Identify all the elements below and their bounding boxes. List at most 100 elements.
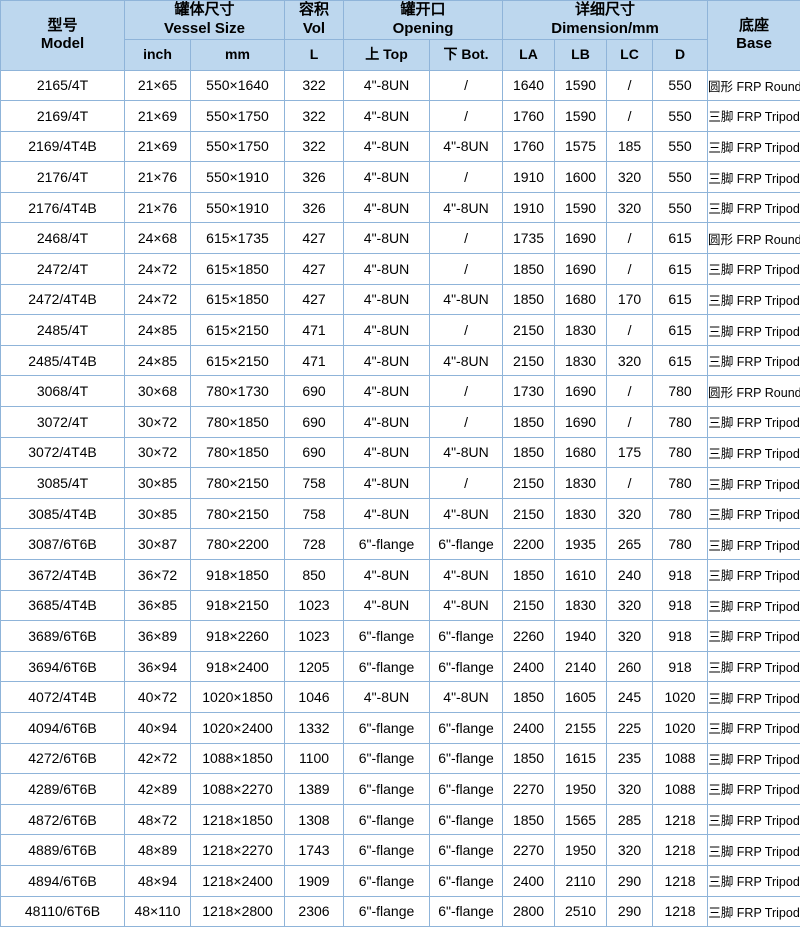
- cell-inch: 40×94: [125, 712, 191, 743]
- cell-d: 1088: [653, 774, 708, 805]
- cell-lb: 1830: [555, 468, 607, 499]
- cell-inch: 24×85: [125, 315, 191, 346]
- cell-lb: 1830: [555, 590, 607, 621]
- header-volume: 容积 Vol: [285, 1, 344, 40]
- cell-lc: /: [607, 101, 653, 132]
- header-opening: 罐开口 Opening: [344, 1, 503, 40]
- cell-la: 1850: [503, 284, 555, 315]
- cell-base: 三脚 FRP Tripod: [708, 315, 800, 346]
- cell-base: 三脚 FRP Tripod: [708, 162, 800, 193]
- cell-base: 三脚 FRP Tripod: [708, 896, 800, 927]
- cell-vol: 427: [285, 223, 344, 254]
- cell-vol: 1023: [285, 590, 344, 621]
- cell-lb: 2155: [555, 712, 607, 743]
- cell-vol: 326: [285, 192, 344, 223]
- cell-bot: /: [430, 101, 503, 132]
- cell-mm: 780×1850: [191, 437, 285, 468]
- cell-lb: 1940: [555, 621, 607, 652]
- cell-vol: 850: [285, 560, 344, 591]
- header-volume-en: Vol: [285, 20, 343, 39]
- cell-lc: 320: [607, 498, 653, 529]
- cell-lc: /: [607, 468, 653, 499]
- cell-mm: 550×1910: [191, 162, 285, 193]
- cell-model: 2472/4T4B: [1, 284, 125, 315]
- cell-model: 3685/4T4B: [1, 590, 125, 621]
- cell-mm: 1218×2400: [191, 865, 285, 896]
- cell-bot: 6"-flange: [430, 804, 503, 835]
- cell-inch: 24×72: [125, 254, 191, 285]
- cell-bot: /: [430, 407, 503, 438]
- cell-top: 4"-8UN: [344, 254, 430, 285]
- header-base-en: Base: [708, 35, 800, 54]
- cell-inch: 42×89: [125, 774, 191, 805]
- cell-vol: 471: [285, 345, 344, 376]
- cell-la: 2150: [503, 498, 555, 529]
- cell-vol: 690: [285, 376, 344, 407]
- cell-d: 1088: [653, 743, 708, 774]
- cell-top: 4"-8UN: [344, 590, 430, 621]
- table-header: 型号 Model 罐体尺寸 Vessel Size 容积 Vol 罐开口 Ope…: [1, 1, 800, 71]
- cell-base: 圆形 FRP Round: [708, 376, 800, 407]
- cell-lb: 1950: [555, 835, 607, 866]
- header-dimension-en: Dimension/mm: [503, 20, 707, 39]
- cell-model: 2485/4T: [1, 315, 125, 346]
- cell-vol: 1100: [285, 743, 344, 774]
- cell-d: 780: [653, 376, 708, 407]
- header-sub-d: D: [653, 39, 708, 70]
- cell-vol: 758: [285, 498, 344, 529]
- cell-la: 2270: [503, 774, 555, 805]
- cell-inch: 30×68: [125, 376, 191, 407]
- cell-lb: 1935: [555, 529, 607, 560]
- cell-lc: 175: [607, 437, 653, 468]
- cell-mm: 615×1850: [191, 254, 285, 285]
- header-sub-top: 上 Top: [344, 39, 430, 70]
- header-model-en: Model: [1, 35, 124, 54]
- cell-vol: 427: [285, 284, 344, 315]
- cell-lb: 2110: [555, 865, 607, 896]
- cell-top: 4"-8UN: [344, 284, 430, 315]
- cell-top: 4"-8UN: [344, 376, 430, 407]
- cell-mm: 615×2150: [191, 345, 285, 376]
- cell-bot: 6"-flange: [430, 896, 503, 927]
- header-sub-lc: LC: [607, 39, 653, 70]
- cell-lc: 320: [607, 590, 653, 621]
- cell-top: 6"-flange: [344, 621, 430, 652]
- cell-la: 1850: [503, 254, 555, 285]
- cell-lc: 320: [607, 345, 653, 376]
- cell-bot: /: [430, 254, 503, 285]
- cell-vol: 1308: [285, 804, 344, 835]
- cell-mm: 918×2400: [191, 651, 285, 682]
- cell-d: 918: [653, 560, 708, 591]
- cell-model: 4094/6T6B: [1, 712, 125, 743]
- cell-top: 4"-8UN: [344, 468, 430, 499]
- cell-base: 三脚 FRP Tripod: [708, 131, 800, 162]
- cell-inch: 48×89: [125, 835, 191, 866]
- cell-lb: 1565: [555, 804, 607, 835]
- cell-lc: 320: [607, 162, 653, 193]
- cell-base: 三脚 FRP Tripod: [708, 621, 800, 652]
- cell-model: 4272/6T6B: [1, 743, 125, 774]
- header-vessel-size-en: Vessel Size: [125, 20, 284, 39]
- cell-bot: /: [430, 315, 503, 346]
- cell-la: 2150: [503, 315, 555, 346]
- cell-mm: 550×1640: [191, 70, 285, 101]
- cell-base: 三脚 FRP Tripod: [708, 437, 800, 468]
- header-sub-bottom: 下 Bot.: [430, 39, 503, 70]
- cell-vol: 1909: [285, 865, 344, 896]
- cell-lc: 235: [607, 743, 653, 774]
- cell-base: 圆形 FRP Round: [708, 223, 800, 254]
- cell-lb: 1590: [555, 101, 607, 132]
- cell-d: 1218: [653, 865, 708, 896]
- cell-la: 2150: [503, 468, 555, 499]
- cell-model: 48110/6T6B: [1, 896, 125, 927]
- cell-d: 780: [653, 468, 708, 499]
